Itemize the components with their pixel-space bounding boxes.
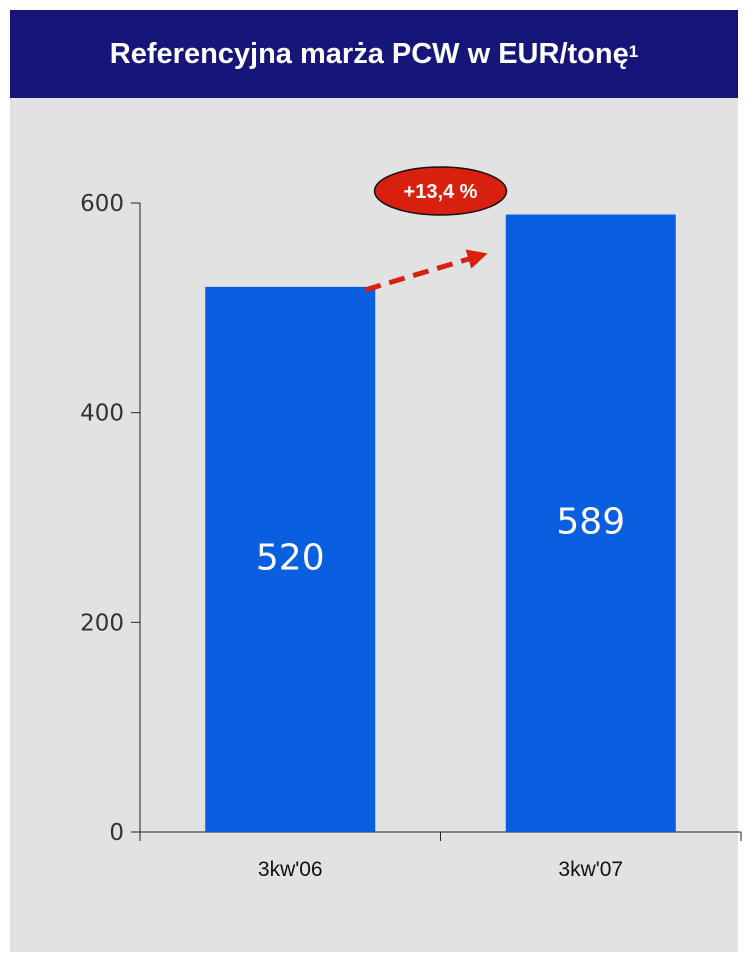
y-tick-label: 400	[80, 401, 124, 427]
y-tick-label: 200	[80, 610, 124, 636]
x-tick-label: 3kw'06	[258, 858, 323, 881]
bar	[205, 286, 376, 832]
title-bar: Referencyjna marża PCW w EUR/tonę 1	[10, 10, 738, 98]
growth-annotation: +13,4 %	[364, 166, 508, 293]
bar-value-label: 520	[256, 537, 325, 578]
bar-value-label: 589	[556, 501, 625, 542]
growth-badge-label: +13,4 %	[404, 181, 478, 203]
x-tick-label: 3kw'07	[558, 858, 623, 881]
title-footnote-marker: 1	[628, 42, 639, 61]
growth-arrow	[364, 249, 488, 293]
bar	[505, 214, 676, 832]
y-tick-label: 600	[80, 191, 124, 217]
growth-badge	[373, 166, 508, 216]
bars: 520 3kw'06 589 3kw'07	[205, 214, 676, 881]
y-tick-label: 0	[109, 820, 124, 846]
page-title: Referencyjna marża PCW w EUR/tonę	[109, 37, 629, 70]
